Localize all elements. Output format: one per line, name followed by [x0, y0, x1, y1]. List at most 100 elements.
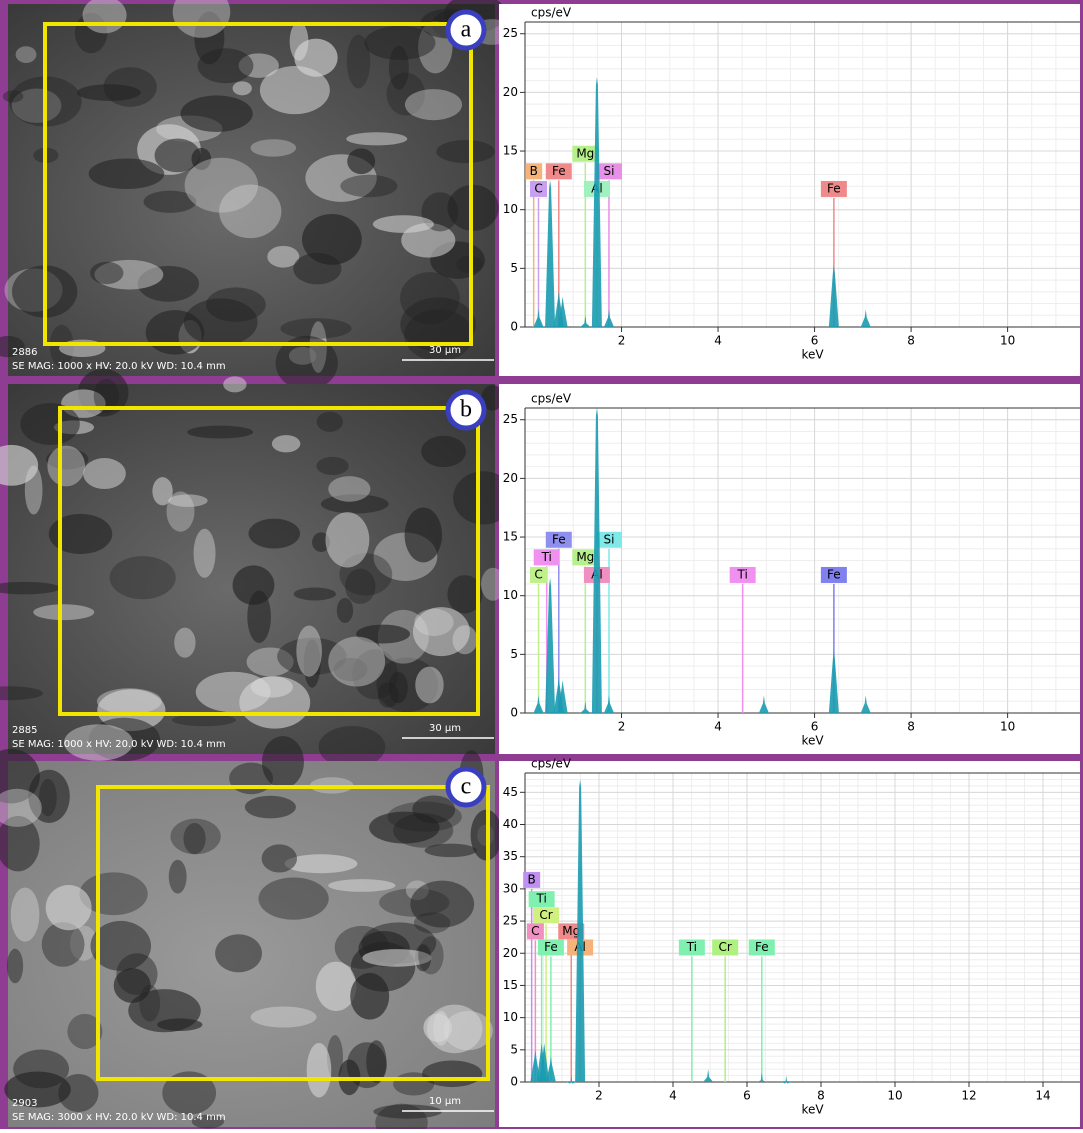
scale-bar-label: 10 µm [429, 1096, 461, 1107]
x-tick-label: 12 [961, 1089, 976, 1103]
panel-label: a [461, 17, 472, 43]
y-tick-label: 25 [503, 26, 518, 40]
sem-texture [83, 458, 126, 489]
sem-texture [155, 139, 201, 173]
sem-texture [296, 625, 322, 676]
element-label: C [534, 567, 542, 581]
element-label: B [530, 164, 538, 178]
sem-texture [317, 412, 343, 432]
y-axis-label: cps/eV [531, 757, 572, 771]
element-label: Fe [827, 567, 841, 581]
panel-label: c [461, 774, 472, 800]
sem-texture [316, 962, 357, 1011]
element-label: Ti [541, 550, 552, 564]
sem-texture [11, 888, 40, 942]
sem-texture [194, 529, 216, 578]
x-tick-label: 4 [669, 1089, 677, 1103]
sem-texture [346, 132, 407, 145]
sem-texture [239, 676, 310, 728]
sem-texture [280, 318, 351, 339]
sem-texture [206, 287, 266, 321]
sem-texture [307, 1043, 332, 1097]
x-tick-label: 14 [1035, 1089, 1050, 1103]
sem-texture [337, 598, 353, 623]
sem-texture [316, 457, 348, 475]
x-tick-label: 8 [907, 334, 915, 348]
sem-texture [405, 508, 443, 563]
figure: a2886SE MAG: 1000 x HV: 20.0 kV WD: 10.4… [0, 0, 1083, 1129]
panel-row: c2903SE MAG: 3000 x HV: 20.0 kV WD: 10.4… [0, 736, 1080, 1129]
element-label: C [534, 181, 542, 195]
sem-texture [128, 989, 201, 1032]
sem-texture [453, 625, 478, 654]
y-tick-label: 10 [503, 1010, 518, 1024]
sem-texture [325, 512, 369, 567]
sem-texture [33, 604, 94, 620]
sem-texture [447, 185, 498, 231]
image-id: 2885 [12, 725, 37, 736]
sem-texture [366, 1040, 386, 1083]
sem-texture [223, 376, 246, 392]
sem-texture [328, 637, 385, 687]
y-tick-label: 0 [510, 1075, 518, 1089]
sem-texture [58, 1074, 98, 1112]
sem-texture [294, 587, 336, 600]
element-label: C [531, 924, 539, 938]
y-tick-label: 45 [503, 785, 518, 799]
element-label: Mg [576, 146, 594, 160]
sem-texture [389, 46, 409, 90]
sem-texture [389, 672, 408, 703]
sem-texture [400, 272, 460, 324]
sem-texture [328, 879, 395, 892]
sem-texture [369, 812, 440, 844]
sem-texture [13, 1049, 69, 1088]
x-tick-label: 6 [811, 334, 819, 348]
sem-texture [293, 253, 341, 284]
x-tick-label: 8 [907, 720, 915, 734]
sem-texture [272, 435, 301, 452]
sem-texture [16, 46, 37, 63]
x-tick-label: 4 [714, 720, 722, 734]
y-tick-label: 35 [503, 849, 518, 863]
sem-texture [174, 628, 195, 658]
scale-bar-label: 30 µm [429, 723, 461, 734]
sem-texture [340, 175, 397, 197]
sem-texture [90, 262, 123, 284]
sem-texture [260, 66, 330, 114]
sem-texture [250, 139, 296, 156]
y-axis-label: cps/eV [531, 392, 572, 406]
x-axis-label: keV [801, 1103, 824, 1117]
x-tick-label: 2 [595, 1089, 603, 1103]
sem-texture [215, 934, 262, 972]
image-id: 2886 [12, 347, 37, 358]
y-tick-label: 30 [503, 881, 518, 895]
sem-texture [247, 591, 271, 643]
sem-texture [393, 1072, 434, 1095]
y-tick-label: 10 [503, 202, 518, 216]
sem-texture [146, 310, 205, 354]
y-tick-label: 20 [503, 946, 518, 960]
sem-texture [251, 1006, 317, 1027]
y-tick-label: 0 [510, 706, 518, 720]
y-tick-label: 0 [510, 320, 518, 334]
x-axis-label: keV [801, 348, 824, 362]
x-tick-label: 10 [1000, 334, 1015, 348]
element-label: Ti [737, 567, 748, 581]
y-tick-label: 5 [510, 1042, 518, 1056]
panel-row: b2885SE MAG: 1000 x HV: 20.0 kV WD: 10.4… [0, 369, 1080, 768]
sem-texture [7, 949, 23, 984]
x-tick-label: 2 [618, 720, 626, 734]
x-tick-label: 6 [811, 720, 819, 734]
sem-texture [104, 67, 157, 107]
sem-texture [249, 519, 301, 549]
sem-texture [436, 140, 494, 163]
x-tick-label: 6 [743, 1089, 751, 1103]
y-tick-label: 20 [503, 85, 518, 99]
sem-texture [347, 148, 375, 174]
element-label: Ti [536, 892, 547, 906]
sem-texture [421, 436, 466, 467]
sem-texture [290, 22, 309, 61]
sem-texture [410, 881, 474, 928]
image-info: SE MAG: 1000 x HV: 20.0 kV WD: 10.4 mm [12, 739, 226, 750]
image-info: SE MAG: 1000 x HV: 20.0 kV WD: 10.4 mm [12, 361, 226, 372]
